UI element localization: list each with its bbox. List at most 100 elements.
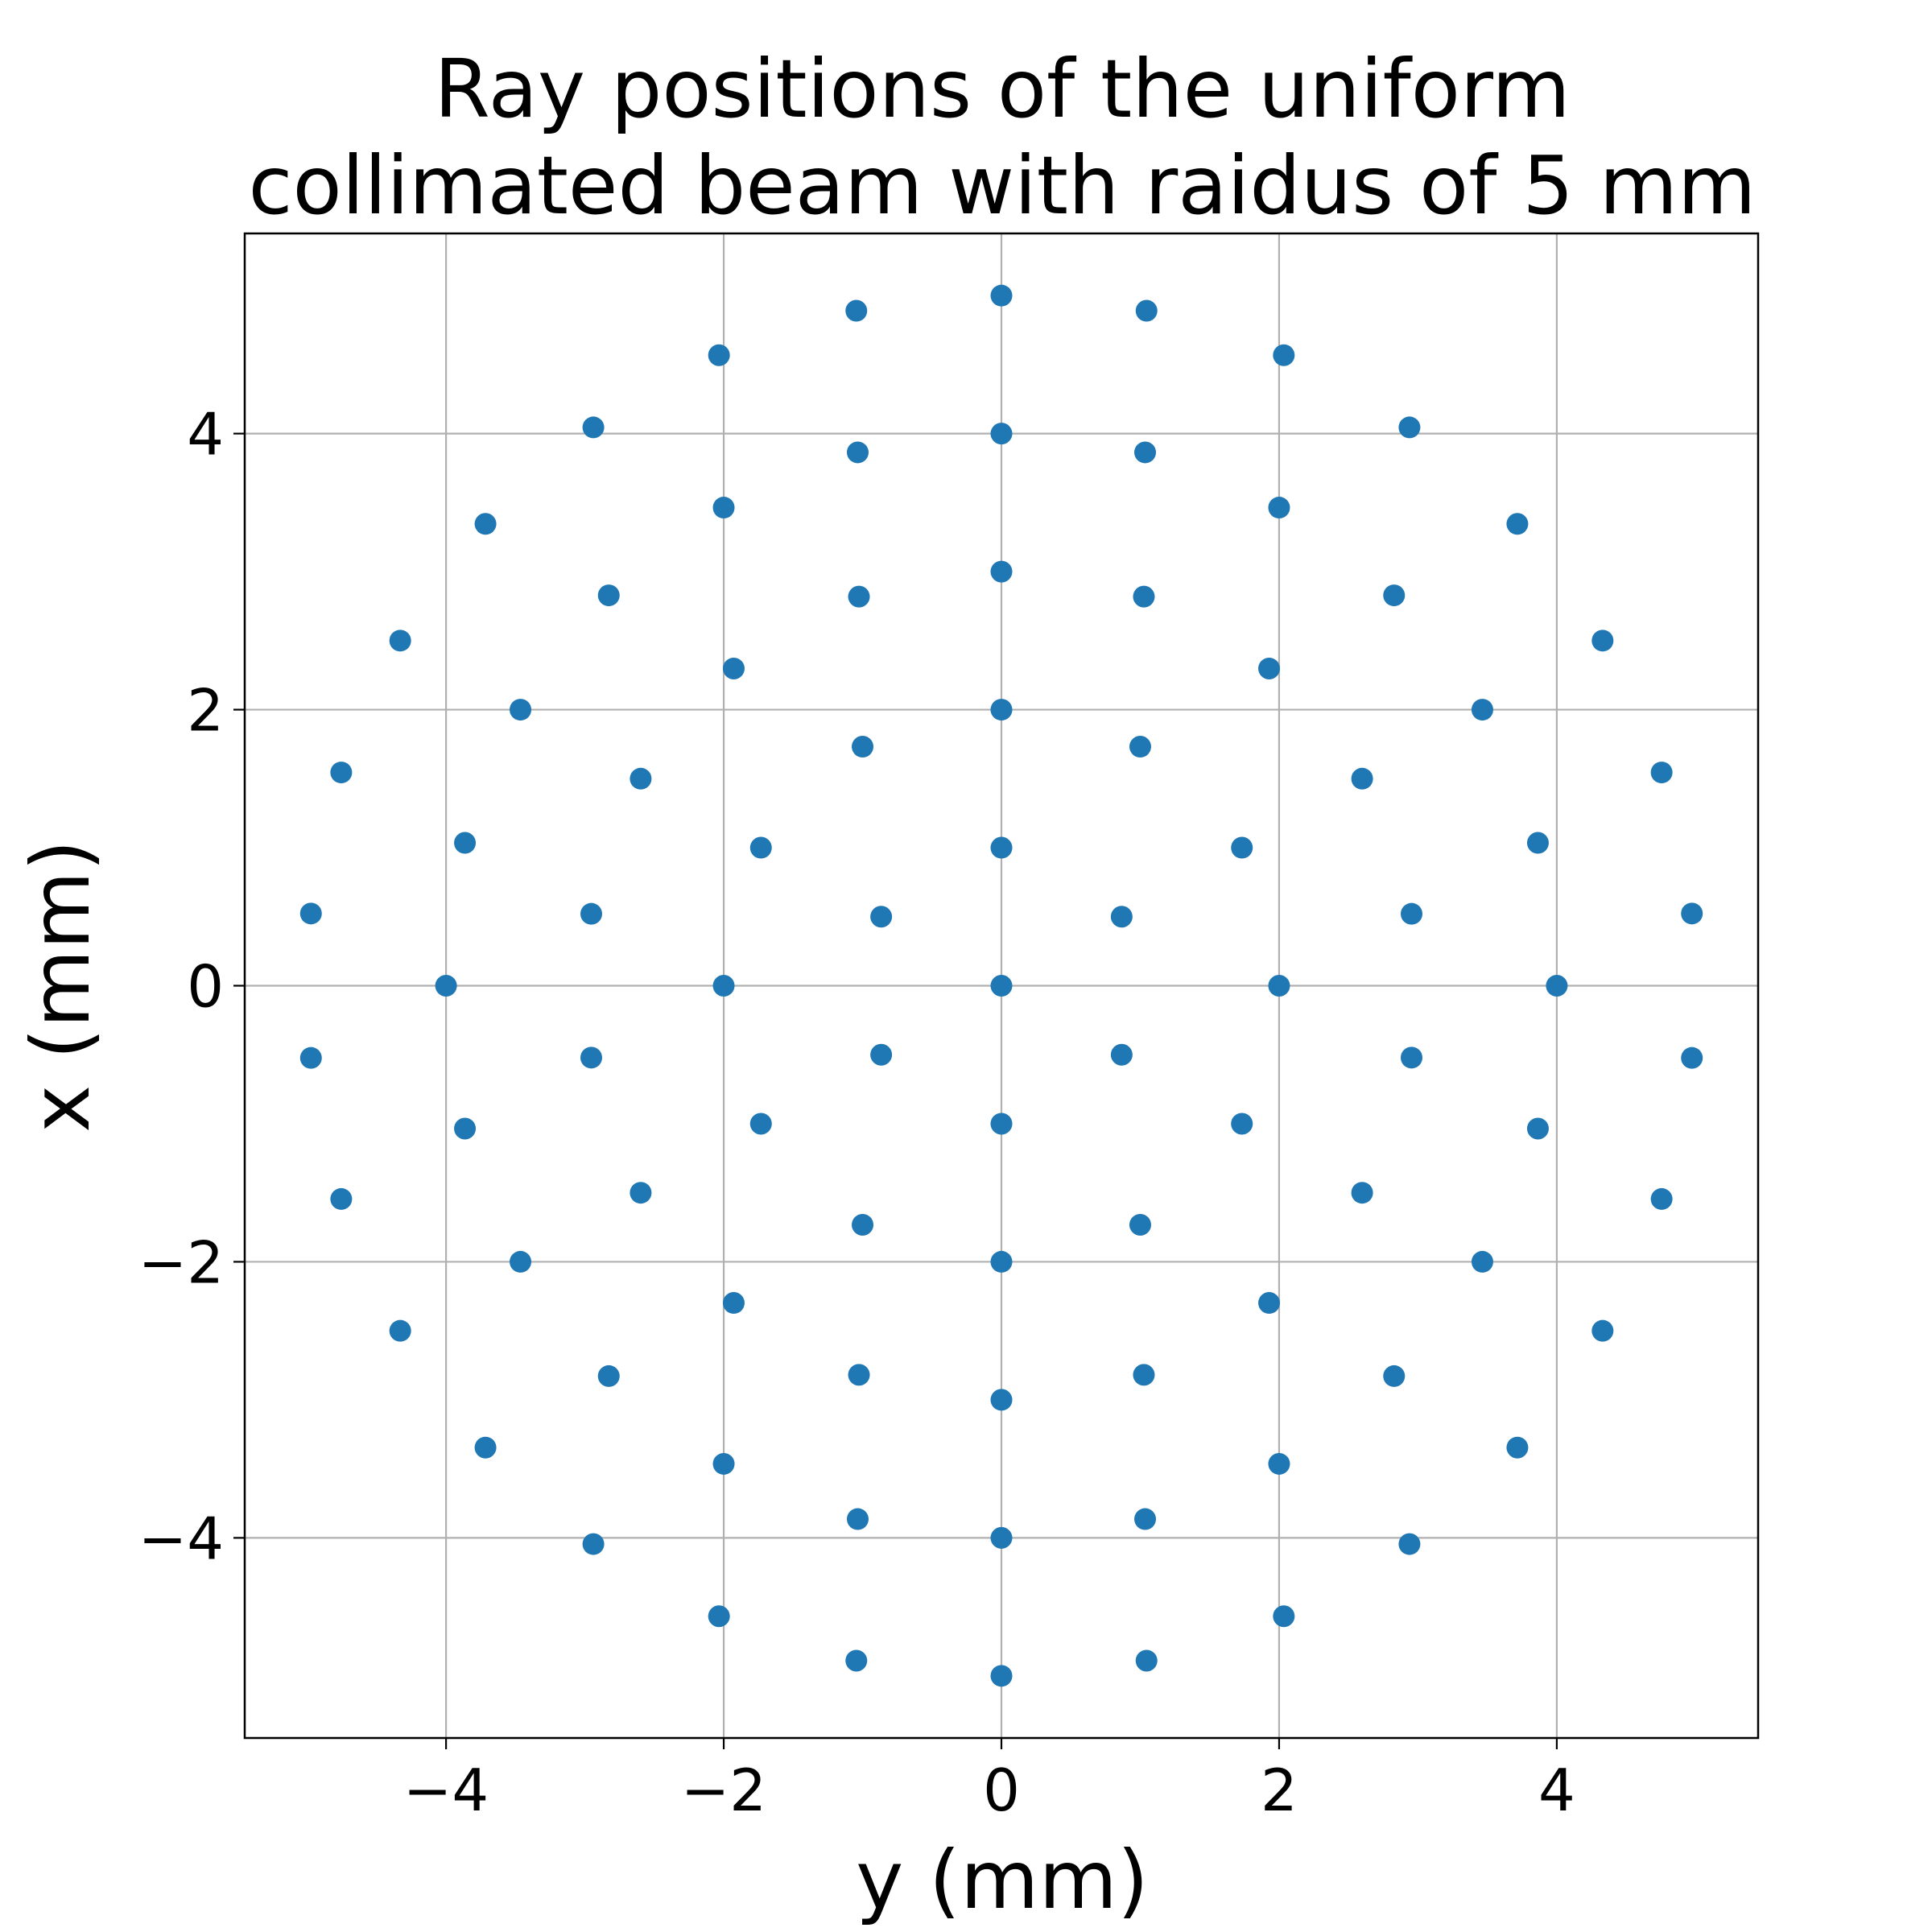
y-axis-label: x (mm) — [14, 840, 108, 1133]
data-point — [1133, 585, 1155, 608]
data-point — [510, 1250, 532, 1273]
x-tick-label: 2 — [1261, 1757, 1298, 1824]
data-point — [852, 1213, 874, 1236]
data-point — [990, 836, 1013, 859]
data-point — [1268, 975, 1290, 997]
data-point — [1591, 1319, 1614, 1342]
data-point — [848, 585, 870, 608]
data-point — [1398, 1533, 1421, 1555]
data-point — [845, 299, 868, 322]
data-point — [1591, 630, 1614, 652]
data-point — [1650, 762, 1673, 784]
x-axis-label: y (mm) — [856, 1833, 1149, 1927]
data-point — [990, 699, 1013, 721]
data-point — [1110, 906, 1133, 928]
data-point — [1134, 441, 1157, 464]
data-point — [1383, 584, 1406, 607]
chart-title-line-1: Ray positions of the uniform — [434, 42, 1570, 136]
data-point — [712, 497, 735, 519]
data-point — [299, 902, 322, 925]
y-tick-label: 2 — [187, 677, 224, 745]
data-point — [1258, 1292, 1281, 1315]
y-tick-label: 0 — [187, 953, 224, 1021]
data-point — [454, 832, 477, 854]
data-point — [580, 902, 603, 925]
data-point — [435, 975, 457, 997]
data-point — [1129, 736, 1151, 758]
data-point — [1526, 832, 1549, 854]
data-point — [1231, 836, 1253, 859]
data-point — [749, 1113, 772, 1135]
data-point — [1526, 1117, 1549, 1140]
data-point — [1135, 299, 1158, 322]
data-point — [1110, 1043, 1133, 1066]
data-point — [582, 1533, 605, 1555]
data-point — [1400, 902, 1422, 925]
x-tick-label: −2 — [681, 1757, 766, 1824]
data-point — [1268, 497, 1290, 519]
data-point — [722, 657, 745, 679]
data-point — [1134, 1508, 1157, 1530]
data-point — [389, 630, 411, 652]
data-point — [1383, 1364, 1406, 1387]
data-point — [1231, 1113, 1253, 1135]
data-point — [1650, 1187, 1673, 1210]
data-point — [1506, 513, 1529, 535]
data-point — [330, 762, 353, 784]
data-point — [712, 1452, 735, 1475]
data-point — [846, 1508, 869, 1530]
data-point — [1681, 902, 1703, 925]
data-point — [1471, 699, 1493, 721]
data-point — [990, 1250, 1013, 1273]
x-tick-label: 0 — [983, 1757, 1020, 1824]
data-point — [708, 1605, 730, 1628]
data-point — [1471, 1250, 1493, 1273]
data-point — [1351, 767, 1373, 790]
data-point — [454, 1117, 477, 1140]
data-point — [1268, 1452, 1290, 1475]
x-tick-label: 4 — [1538, 1757, 1575, 1824]
data-point — [845, 1649, 868, 1672]
data-point — [580, 1046, 603, 1069]
data-points — [299, 284, 1703, 1687]
data-point — [330, 1187, 353, 1210]
data-point — [722, 1292, 745, 1315]
data-point — [630, 1182, 652, 1204]
data-point — [597, 584, 620, 607]
data-point — [1400, 1046, 1422, 1069]
data-point — [990, 1665, 1013, 1687]
data-point — [870, 906, 893, 928]
data-point — [1273, 344, 1295, 366]
data-point — [708, 344, 730, 366]
data-point — [582, 416, 605, 439]
data-point — [1351, 1182, 1373, 1204]
data-point — [1506, 1436, 1529, 1459]
data-point — [1681, 1046, 1703, 1069]
data-point — [474, 513, 497, 535]
data-point — [990, 423, 1013, 445]
y-tick-label: 4 — [187, 401, 224, 469]
data-point — [870, 1043, 893, 1066]
data-point — [1135, 1649, 1158, 1672]
data-point — [848, 1364, 870, 1386]
data-point — [852, 736, 874, 758]
data-point — [1546, 975, 1568, 997]
data-point — [510, 699, 532, 721]
data-point — [712, 975, 735, 997]
chart-title-line-2: collimated beam with raidus of 5 mm — [249, 138, 1757, 233]
data-point — [389, 1319, 411, 1342]
data-point — [1258, 657, 1281, 679]
data-point — [846, 441, 869, 464]
axis-ticks: −4 −2 0 2 4 −4 −2 0 2 4 — [138, 401, 1575, 1824]
data-point — [990, 1526, 1013, 1549]
y-tick-label: −2 — [138, 1228, 224, 1296]
data-point — [630, 767, 652, 790]
data-point — [990, 560, 1013, 583]
data-point — [990, 1389, 1013, 1411]
plot-frame — [243, 232, 1760, 1740]
data-point — [1398, 416, 1421, 439]
data-point — [1273, 1605, 1295, 1628]
data-point — [749, 836, 772, 859]
data-point — [990, 975, 1013, 997]
